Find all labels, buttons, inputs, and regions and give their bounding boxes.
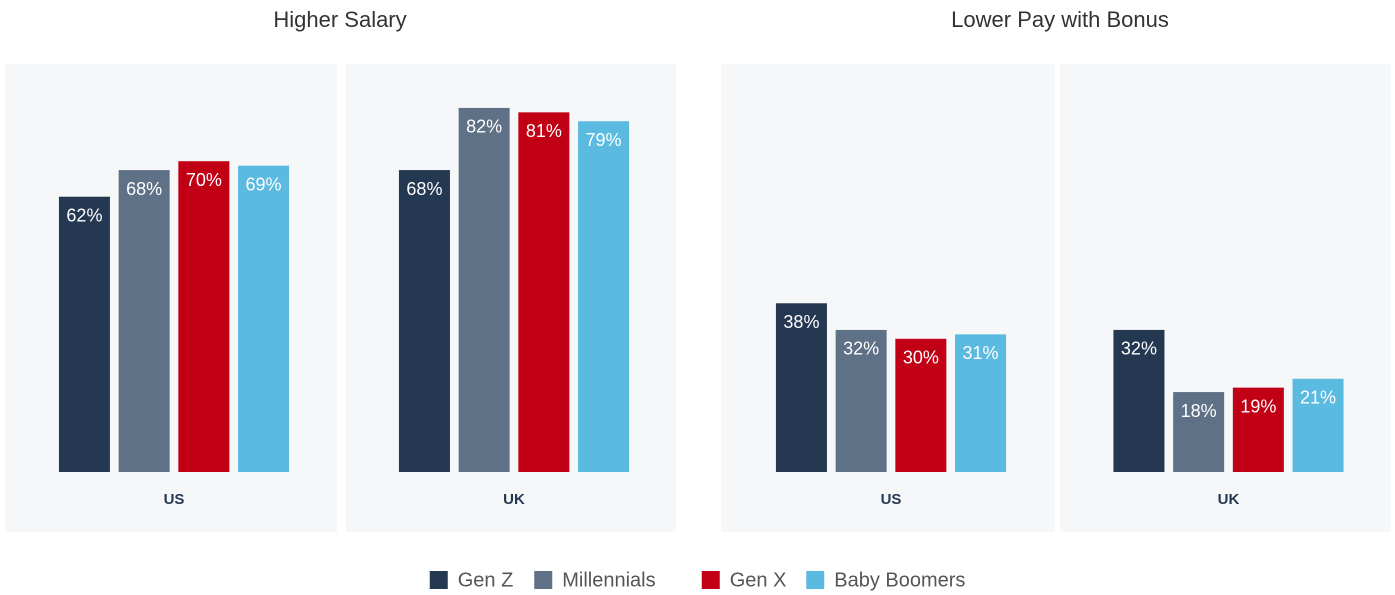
- value-label: 81%: [526, 121, 562, 141]
- bar: Gen Z: [775, 303, 827, 472]
- bar: Millennials: [118, 170, 170, 472]
- chart-title: Higher Salary: [273, 7, 406, 32]
- bar: Millennials: [835, 329, 887, 472]
- chart-title: Lower Pay with Bonus: [951, 7, 1169, 32]
- bar: Gen X: [895, 338, 947, 472]
- value-label: 31%: [963, 343, 999, 363]
- value-label: 79%: [586, 130, 622, 150]
- value-label: 19%: [1240, 396, 1276, 416]
- value-label: 68%: [126, 179, 162, 199]
- value-label: 69%: [246, 174, 282, 194]
- legend-swatch: [429, 571, 448, 589]
- legend-swatch: [701, 571, 720, 589]
- value-label: 21%: [1300, 388, 1336, 408]
- bar: Gen Z: [398, 170, 450, 472]
- value-label: 30%: [903, 348, 939, 368]
- legend-swatch: [806, 571, 825, 589]
- bar: Baby Boomers: [955, 334, 1007, 472]
- bar: Gen Z: [1113, 329, 1165, 472]
- bar: Gen X: [1232, 387, 1284, 472]
- category-label: US: [881, 491, 902, 508]
- value-label: 32%: [1121, 339, 1157, 359]
- bar: Millennials: [1173, 392, 1225, 472]
- category-label: UK: [503, 491, 525, 508]
- bar: Gen Z: [58, 196, 110, 472]
- value-label: 68%: [406, 179, 442, 199]
- bar: Baby Boomers: [238, 165, 290, 472]
- value-label: 38%: [783, 312, 819, 332]
- bar: Gen X: [518, 112, 570, 473]
- bar: Baby Boomers: [1292, 378, 1344, 472]
- legend-label: Gen Z: [458, 569, 514, 591]
- value-label: 82%: [466, 117, 502, 137]
- category-label: US: [164, 491, 185, 508]
- legend-label: Baby Boomers: [834, 569, 965, 591]
- value-label: 32%: [843, 339, 879, 359]
- legend-label: Gen X: [730, 569, 787, 591]
- legend-label: Millennials: [562, 569, 655, 591]
- bar: Millennials: [458, 107, 510, 473]
- bar: Gen X: [178, 161, 230, 472]
- value-label: 70%: [186, 170, 222, 190]
- value-label: 18%: [1181, 401, 1217, 421]
- category-label: UK: [1218, 491, 1240, 508]
- value-label: 62%: [66, 205, 102, 225]
- legend-swatch: [534, 571, 553, 589]
- bar: Baby Boomers: [578, 121, 630, 473]
